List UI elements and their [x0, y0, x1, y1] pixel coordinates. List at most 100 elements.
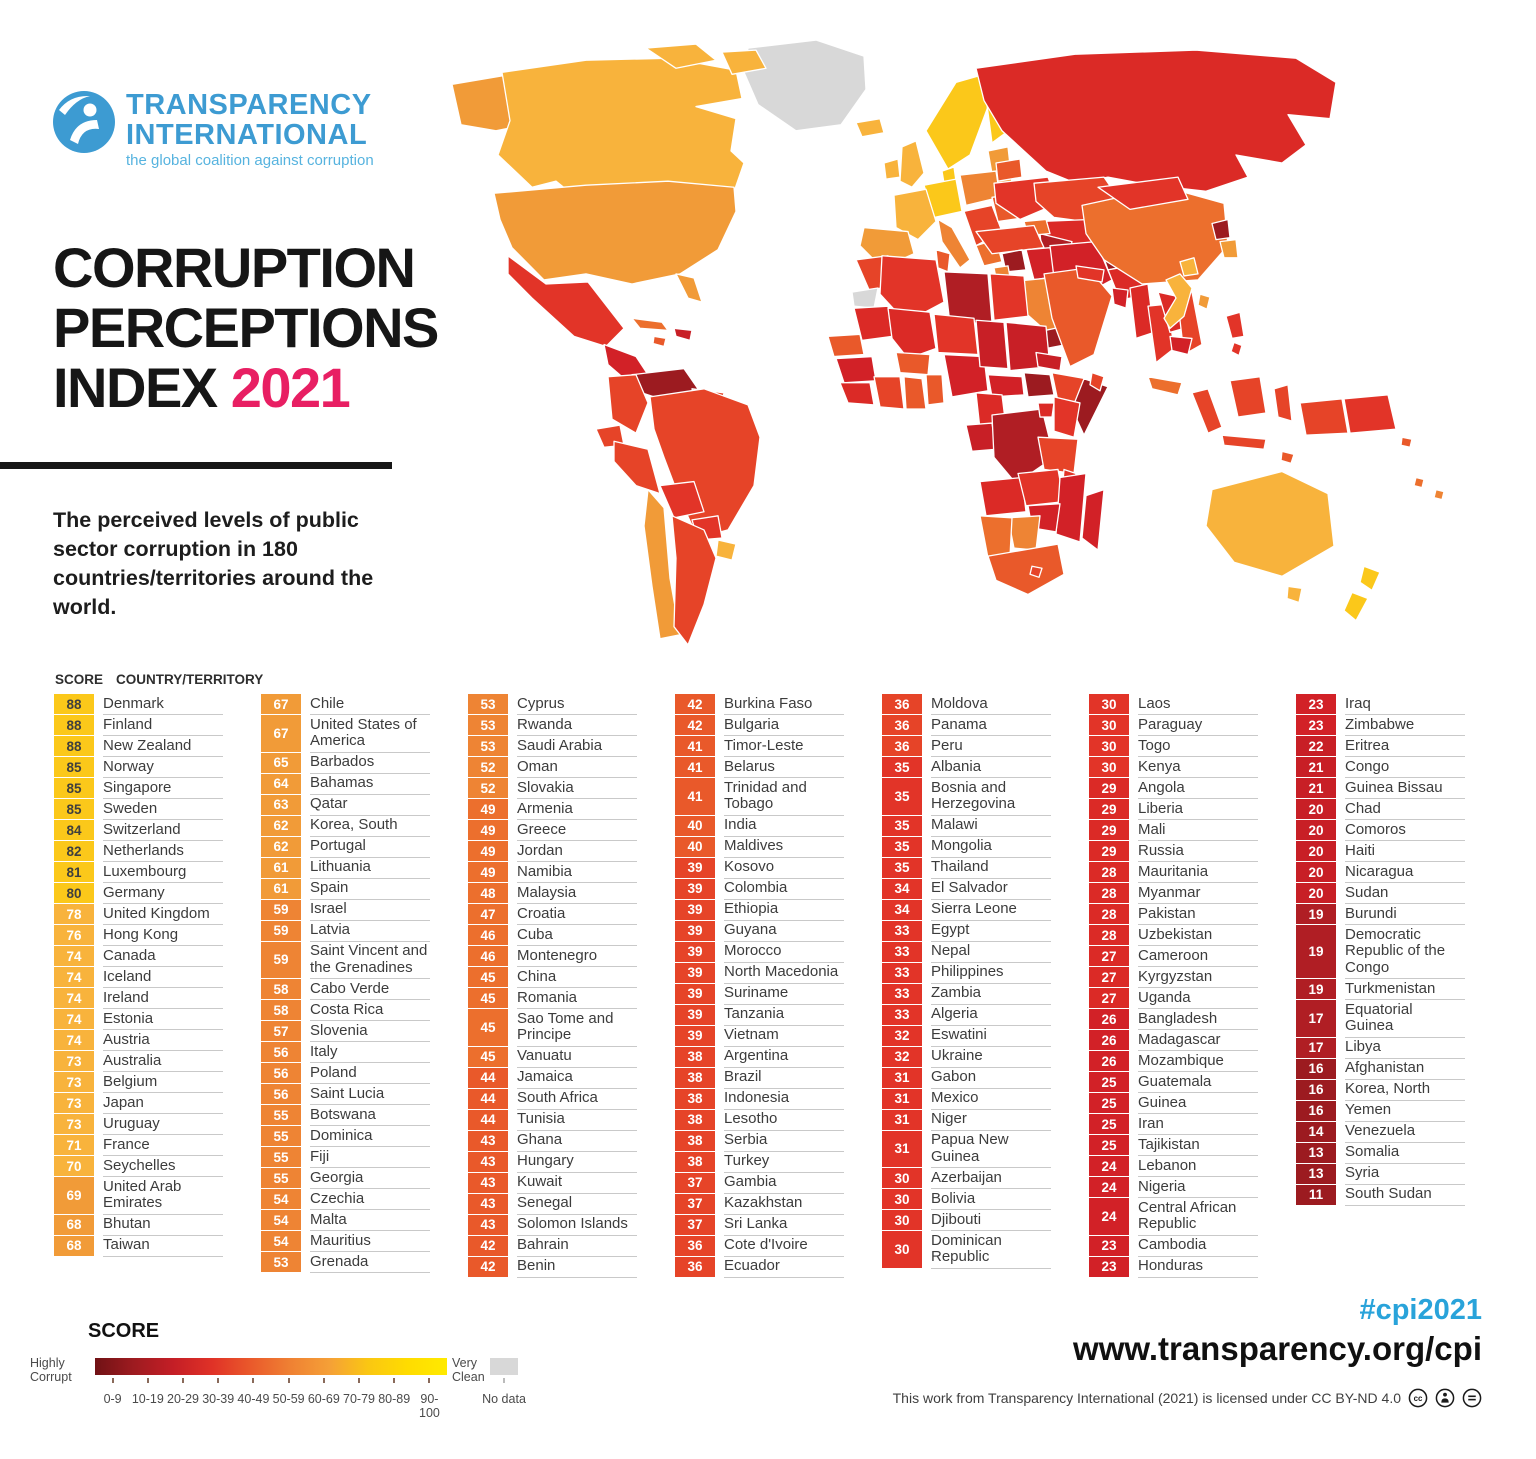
legend-range: 60-69 — [306, 1378, 341, 1420]
ranking-row: 74 Ireland — [54, 988, 223, 1009]
ranking-row: 23 Honduras — [1089, 1256, 1258, 1278]
ranking-row: 28 Uzbekistan — [1089, 925, 1258, 946]
country-name: Vanuatu — [517, 1047, 637, 1068]
score-badge: 49 — [468, 799, 508, 820]
country-name: Afghanistan — [1345, 1059, 1465, 1080]
website-url: www.transparency.org/cpi — [1073, 1330, 1482, 1367]
country-name: Honduras — [1138, 1257, 1258, 1278]
ranking-row: 30 Azerbaijan — [882, 1168, 1051, 1189]
ranking-row: 13 Syria — [1296, 1163, 1465, 1185]
score-badge: 30 — [1089, 715, 1129, 736]
score-badge: 32 — [882, 1046, 922, 1068]
ranking-row: 45 Romania — [468, 988, 637, 1009]
ranking-row: 82 Netherlands — [54, 841, 223, 862]
country-name: Lesotho — [724, 1110, 844, 1131]
ranking-row: 30 Bolivia — [882, 1189, 1051, 1210]
country-name: Uruguay — [103, 1114, 223, 1135]
country-name: Egypt — [931, 921, 1051, 942]
score-badge: 35 — [882, 757, 922, 778]
ranking-row: 19 Democratic Republic of the Congo — [1296, 925, 1465, 979]
ranking-row: 29 Mali — [1089, 820, 1258, 841]
country-name: Ethiopia — [724, 900, 844, 921]
ranking-row: 38 Brazil — [675, 1067, 844, 1089]
country-name: Ukraine — [931, 1047, 1051, 1068]
ranking-row: 29 Liberia — [1089, 799, 1258, 820]
ranking-row: 80 Germany — [54, 883, 223, 904]
country-name: Djibouti — [931, 1210, 1051, 1231]
ranking-row: 54 Czechia — [261, 1189, 430, 1210]
score-badge: 65 — [261, 752, 301, 774]
ranking-row: 26 Bangladesh — [1089, 1009, 1258, 1030]
map-togo-benin — [925, 374, 945, 406]
score-badge: 41 — [675, 757, 715, 778]
country-name: Cambodia — [1138, 1236, 1258, 1257]
map-canada-arctic-1 — [645, 43, 717, 69]
score-badge: 59 — [261, 941, 301, 979]
map-cote-divoire — [873, 376, 905, 410]
score-badge: 62 — [261, 815, 301, 837]
ranking-row: 44 Jamaica — [468, 1067, 637, 1089]
country-name: Myanmar — [1138, 883, 1258, 904]
legend-range: 70-79 — [341, 1378, 376, 1420]
country-name: Ghana — [517, 1131, 637, 1152]
ranking-row: 28 Pakistan — [1089, 904, 1258, 925]
map-niger — [933, 313, 979, 356]
score-badge: 35 — [882, 815, 922, 837]
ranking-row: 88 New Zealand — [54, 736, 223, 757]
country-name: Syria — [1345, 1164, 1465, 1185]
score-badge: 30 — [1089, 694, 1129, 715]
ranking-row: 73 Uruguay — [54, 1114, 223, 1135]
country-name: Guinea — [1138, 1093, 1258, 1114]
score-badge: 38 — [675, 1088, 715, 1110]
score-badge: 74 — [54, 1030, 94, 1051]
country-name: Brazil — [724, 1068, 844, 1089]
score-badge: 37 — [675, 1193, 715, 1215]
country-name: Burundi — [1345, 904, 1465, 925]
score-badge: 44 — [468, 1067, 508, 1089]
country-name: Nepal — [931, 942, 1051, 963]
country-name: South Sudan — [1345, 1185, 1465, 1206]
ranking-row: 85 Singapore — [54, 778, 223, 799]
score-badge: 76 — [54, 925, 94, 946]
ranking-row: 70 Seychelles — [54, 1156, 223, 1177]
score-badge: 49 — [468, 841, 508, 862]
map-france — [893, 188, 937, 241]
ranking-row: 42 Bulgaria — [675, 715, 844, 736]
ranking-row: 43 Hungary — [468, 1151, 637, 1173]
hashtag-text: #cpi2021 — [1359, 1294, 1482, 1326]
ranking-row: 44 South Africa — [468, 1088, 637, 1110]
ranking-row: 37 Sri Lanka — [675, 1214, 844, 1236]
score-badge: 33 — [882, 983, 922, 1005]
ranking-row: 76 Hong Kong — [54, 925, 223, 946]
map-new-zealand-north — [1359, 565, 1381, 592]
map-central-african-republic — [987, 374, 1025, 398]
ranking-row: 62 Portugal — [261, 836, 430, 858]
score-badge: 29 — [1089, 820, 1129, 841]
legend-range: 50-59 — [271, 1378, 306, 1420]
country-name: Canada — [103, 946, 223, 967]
ranking-row: 62 Korea, South — [261, 815, 430, 837]
score-badge: 41 — [675, 736, 715, 757]
ranking-row: 56 Italy — [261, 1042, 430, 1063]
score-badge: 37 — [675, 1214, 715, 1236]
map-canada-arctic-2 — [721, 49, 767, 75]
map-mongolia — [1097, 176, 1189, 211]
score-badge: 31 — [882, 1130, 922, 1168]
country-name: Bulgaria — [724, 715, 844, 736]
country-name: Gambia — [724, 1173, 844, 1194]
ranking-row: 16 Yemen — [1296, 1100, 1465, 1122]
ranking-row: 55 Georgia — [261, 1168, 430, 1189]
ranking-row: 55 Botswana — [261, 1105, 430, 1126]
ranking-row: 33 Algeria — [882, 1004, 1051, 1026]
legend-range-labels: 0-9 10-19 20-29 30-39 40-49 50-59 60-69 70-79 80… — [95, 1378, 447, 1420]
ranking-row: 78 United Kingdom — [54, 904, 223, 925]
ranking-row: 68 Bhutan — [54, 1214, 223, 1236]
country-name: Botswana — [310, 1105, 430, 1126]
score-badge: 23 — [1296, 694, 1336, 715]
country-name: Seychelles — [103, 1156, 223, 1177]
country-name: Lithuania — [310, 858, 430, 879]
ranking-row: 74 Canada — [54, 946, 223, 967]
score-badge: 49 — [468, 820, 508, 841]
score-badge: 80 — [54, 883, 94, 904]
score-badge: 82 — [54, 841, 94, 862]
